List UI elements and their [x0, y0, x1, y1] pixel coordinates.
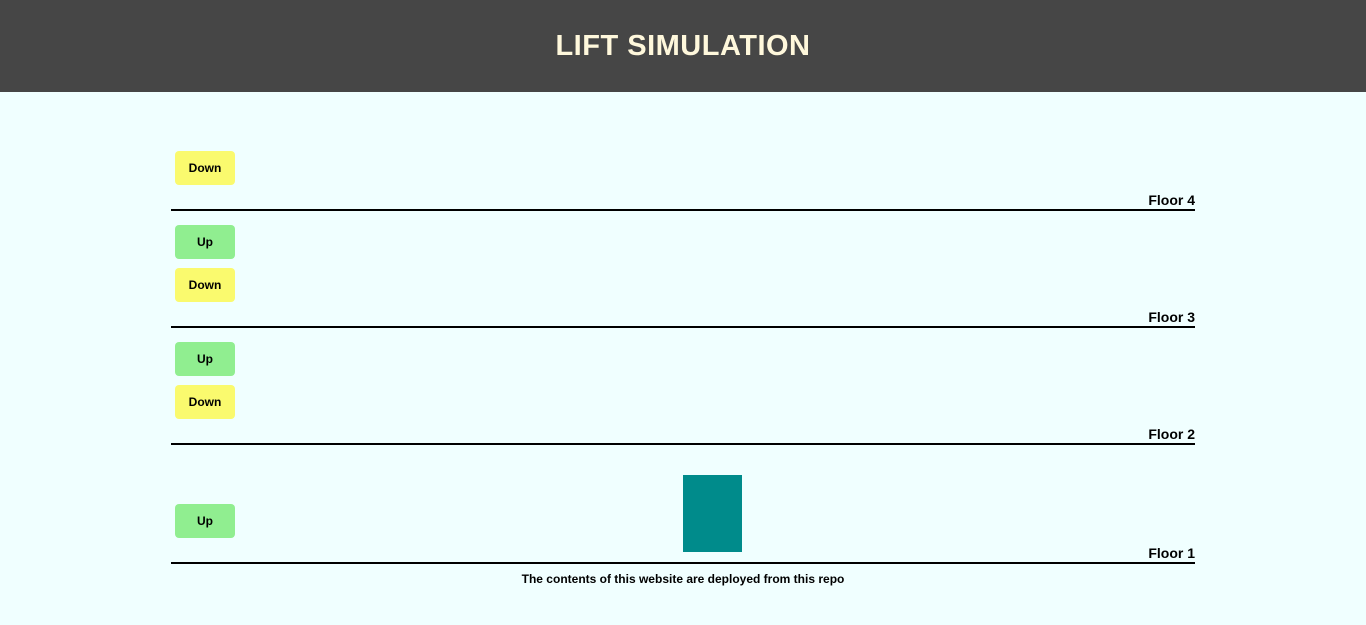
- floor-3: Up Down Floor 3: [171, 211, 1195, 328]
- floor-1-up-button[interactable]: Up: [175, 504, 235, 538]
- page-title: LIFT SIMULATION: [555, 29, 811, 62]
- page-header: LIFT SIMULATION: [0, 0, 1366, 92]
- floor-2-up-button[interactable]: Up: [175, 342, 235, 376]
- floor-3-up-button[interactable]: Up: [175, 225, 235, 259]
- floor-2-down-button[interactable]: Down: [175, 385, 235, 419]
- lift-car: [683, 475, 742, 552]
- footer-text: The contents of this website are deploye…: [521, 572, 845, 586]
- floor-4-down-button[interactable]: Down: [175, 151, 235, 185]
- floor-2: Up Down Floor 2: [171, 328, 1195, 445]
- floor-3-down-button[interactable]: Down: [175, 268, 235, 302]
- floor-3-label: Floor 3: [1148, 309, 1195, 325]
- floor-2-label: Floor 2: [1148, 426, 1195, 442]
- floor-4-label: Floor 4: [1148, 192, 1195, 208]
- floor-1-label: Floor 1: [1148, 545, 1195, 561]
- floor-1: Up Floor 1: [171, 445, 1195, 564]
- floor-4: Down Floor 4: [171, 92, 1195, 211]
